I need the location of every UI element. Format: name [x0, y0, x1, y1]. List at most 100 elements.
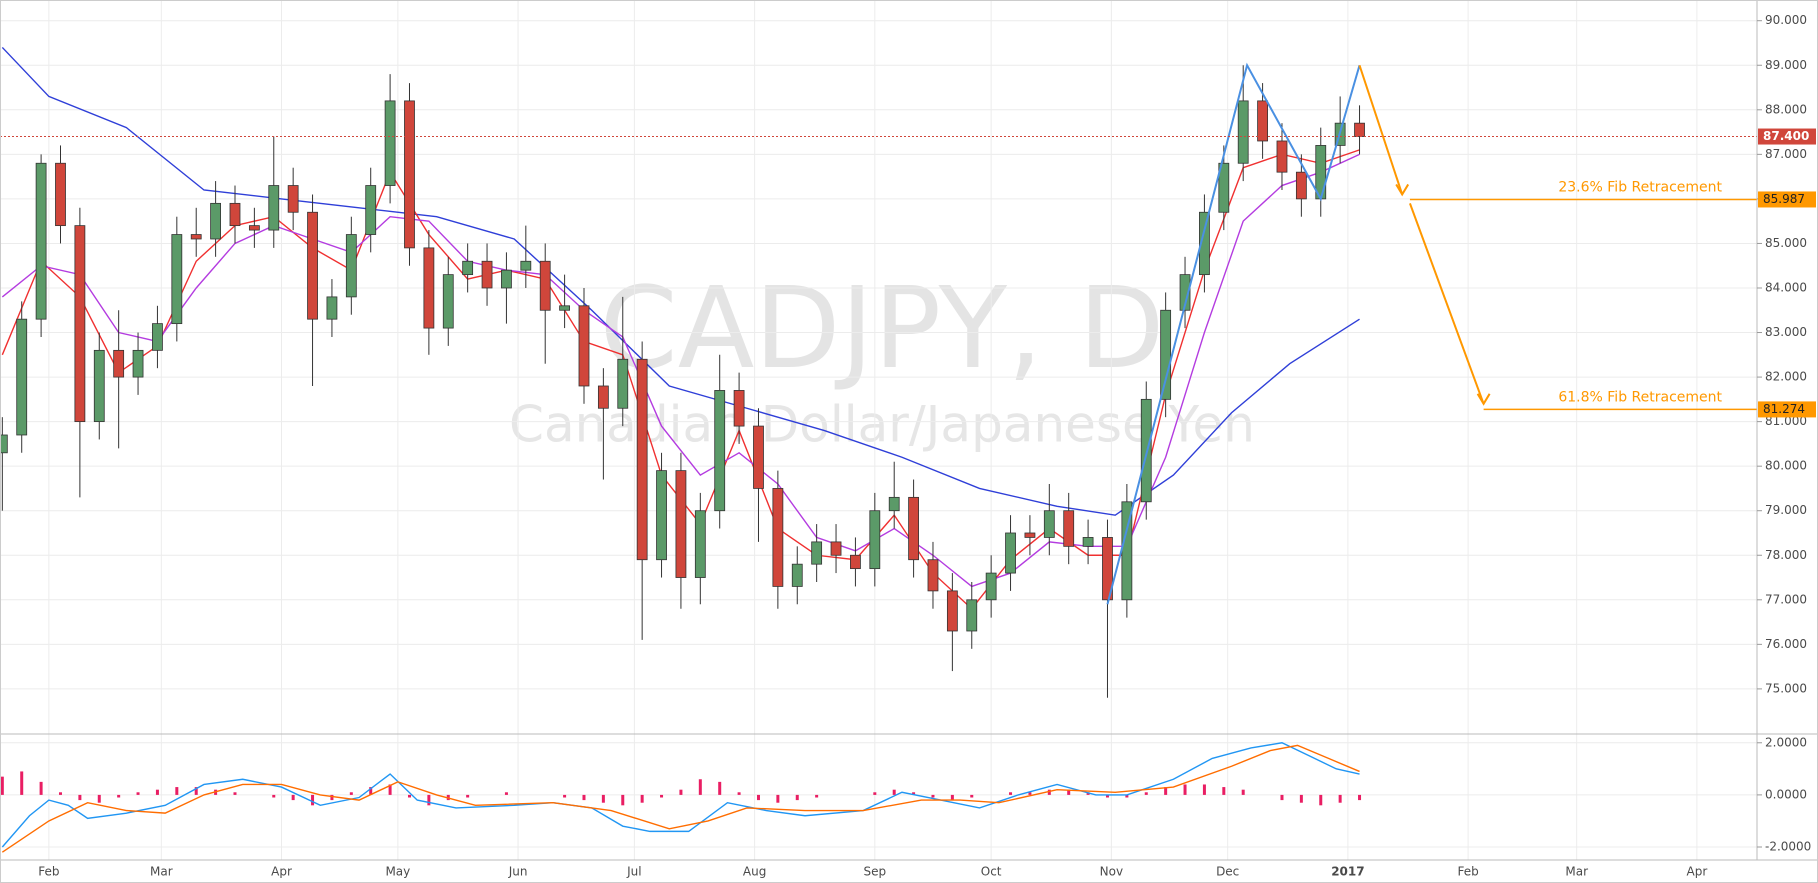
y-tick-label: 90.000 — [1765, 13, 1807, 27]
candle-body — [753, 425, 764, 489]
candle-body — [985, 572, 997, 601]
y-tick-label: 88.000 — [1765, 102, 1807, 116]
x-tick-label: Mar — [150, 865, 173, 879]
candle-body — [423, 247, 435, 329]
histogram-bar — [660, 794, 664, 798]
candle-body — [675, 470, 687, 578]
histogram-bar — [136, 792, 140, 795]
histogram-bar — [349, 792, 353, 795]
candle-body — [597, 385, 609, 409]
histogram-bar — [58, 792, 62, 795]
candle-body — [830, 541, 842, 556]
candle-body — [927, 559, 939, 592]
candle-body — [210, 202, 222, 240]
drawing-line — [1106, 62, 1361, 605]
histogram-bar — [1164, 787, 1168, 795]
histogram-bar — [20, 771, 24, 795]
price-label-box — [1758, 191, 1816, 208]
candle-body — [869, 510, 881, 570]
x-tick-label: Nov — [1100, 865, 1123, 879]
candle-body — [1295, 171, 1307, 200]
candle-body — [1218, 162, 1230, 213]
histogram-bar — [504, 792, 508, 795]
candle-body — [578, 305, 590, 387]
candle-body — [113, 349, 125, 378]
candle-body — [287, 185, 299, 213]
histogram-bar — [1105, 794, 1109, 798]
y-tick-label: 80.000 — [1765, 459, 1807, 473]
x-tick-label: Aug — [743, 865, 766, 879]
candle-body — [946, 590, 958, 632]
histogram-bar — [155, 789, 159, 795]
y-tick-label: 87.000 — [1765, 147, 1807, 161]
y-tick-label: 2.0000 — [1765, 735, 1807, 749]
histogram-bar — [1338, 794, 1342, 803]
candle-body — [171, 234, 183, 325]
candle-body — [462, 260, 474, 276]
y-tick-label: 0.0000 — [1765, 787, 1807, 801]
histogram-bar — [970, 794, 974, 798]
histogram-bar — [679, 789, 683, 795]
histogram-bar — [1319, 794, 1323, 806]
macd-line — [1, 742, 1360, 848]
histogram-bar — [698, 779, 702, 795]
y-tick-label: 84.000 — [1765, 280, 1807, 294]
price-label-box — [1758, 401, 1816, 418]
histogram-bar — [1358, 794, 1362, 801]
x-tick-label: Mar — [1565, 865, 1588, 879]
candle-body — [1276, 140, 1288, 173]
y-tick-label: 82.000 — [1765, 370, 1807, 384]
candle-body — [0, 434, 8, 454]
arrow-head — [1395, 183, 1410, 197]
histogram-bar — [582, 794, 586, 801]
histogram-bar — [795, 794, 799, 801]
moving-average — [1, 153, 1360, 588]
histogram-bar — [39, 781, 43, 795]
candle-body — [1179, 274, 1191, 311]
watermark-subtitle: Canadian Dollar/Japanese Yen — [509, 396, 1255, 454]
candle-body — [229, 202, 241, 227]
arrow-head — [1476, 393, 1491, 406]
watermark-title: CADJPY, D — [599, 264, 1164, 394]
candle-body — [404, 100, 415, 249]
histogram-bar — [950, 794, 954, 801]
candle-body — [694, 510, 706, 578]
candle-body — [248, 225, 260, 231]
candle-body — [908, 496, 919, 561]
candle-body — [966, 599, 978, 632]
y-tick-label: 85.000 — [1765, 236, 1807, 250]
histogram-bar — [563, 794, 567, 798]
candle-body — [656, 470, 667, 561]
moving-average — [1, 46, 1360, 516]
candle-body — [35, 162, 47, 320]
candle-body — [55, 162, 66, 227]
candle-body — [16, 318, 28, 436]
y-tick-label: 89.000 — [1765, 58, 1807, 72]
histogram-bar — [1067, 789, 1071, 795]
x-tick-label: Feb — [38, 865, 59, 879]
histogram-bar — [427, 794, 431, 806]
histogram-bar — [466, 794, 470, 798]
candle-body — [152, 323, 163, 351]
histogram-bar — [1183, 784, 1187, 795]
histogram-bar — [78, 794, 82, 801]
candle-body — [384, 100, 396, 186]
histogram-bar — [776, 794, 780, 803]
y-tick-label: 79.000 — [1765, 503, 1807, 517]
x-tick-label: Jul — [626, 865, 641, 879]
candle-body — [559, 305, 570, 311]
y-tick-label: 81.000 — [1765, 414, 1807, 428]
fib-price-label: 81.274 — [1763, 402, 1805, 416]
histogram-bar — [621, 794, 625, 806]
candle-body — [1199, 211, 1210, 276]
x-tick-label: 2017 — [1331, 865, 1364, 879]
candle-body — [307, 211, 318, 320]
candle-body — [442, 274, 454, 329]
y-tick-label: 77.000 — [1765, 592, 1807, 606]
candle-body — [501, 269, 512, 289]
candle-body — [1043, 510, 1055, 538]
histogram-bar — [272, 794, 276, 798]
candle-body — [1160, 309, 1172, 400]
last-price-label: 87.400 — [1763, 129, 1809, 143]
